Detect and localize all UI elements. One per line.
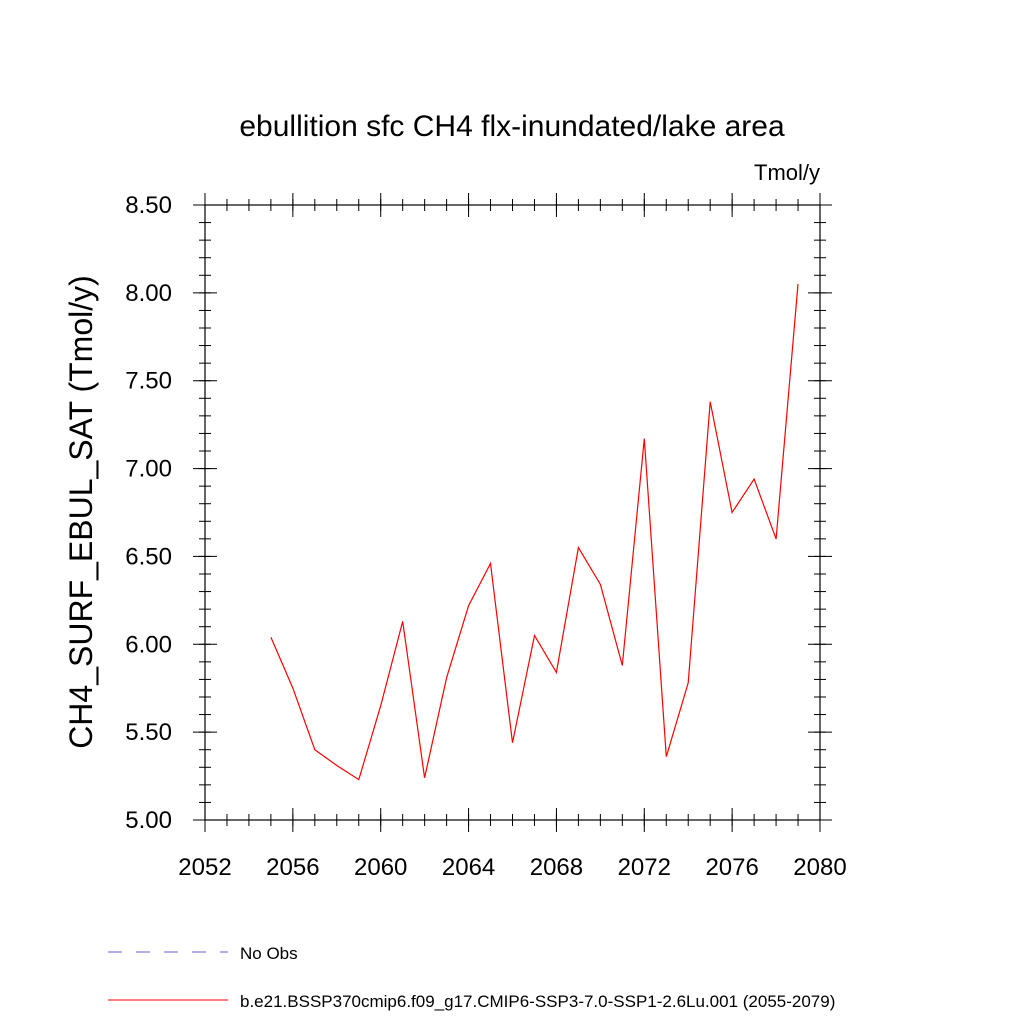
data-point [269,635,273,639]
data-point [423,776,427,780]
x-tick-label: 2056 [266,854,319,881]
data-point [401,619,405,623]
series-line [270,284,799,781]
x-tick-label: 2076 [705,854,758,881]
legend: No Obs b.e21.BSSP370cmip6.f09_g17.CMIP6-S… [108,944,835,1011]
x-tick-label: 2072 [618,854,671,881]
chart-title: ebullition sfc CH4 flx-inundated/lake ar… [239,110,785,143]
series-layer [269,282,800,782]
data-point [335,764,339,768]
data-point [554,670,558,674]
data-point [774,537,778,541]
tick-marks [193,193,832,832]
data-point [313,748,317,752]
data-point [489,561,493,565]
y-tick-label: 5.50 [125,719,172,746]
data-point [379,704,383,708]
plot-frame [204,204,821,821]
data-point [620,663,624,667]
y-axis-label: CH4_SURF_EBUL_SAT (Tmol/y) [63,275,99,749]
y-tick-label: 8.50 [125,192,172,219]
data-point [686,681,690,685]
data-point [598,583,602,587]
data-point [796,282,800,286]
data-point [730,511,734,515]
y-tick-label: 8.00 [125,280,172,307]
data-point [642,437,646,441]
legend-label: No Obs [240,944,298,963]
data-point [576,546,580,550]
data-point [532,634,536,638]
data-point [357,778,361,782]
units-label: Tmol/y [754,160,820,185]
y-tick-label: 6.00 [125,631,172,658]
x-tick-label: 2064 [442,854,495,881]
tick-labels: 2052 2056 2060 2064 2068 2072 2076 2080 5.00 5.50… [125,192,846,881]
y-tick-label: 7.00 [125,456,172,483]
data-point [291,686,295,690]
data-point [708,400,712,404]
x-tick-label: 2068 [530,854,583,881]
data-point [752,477,756,481]
legend-label: b.e21.BSSP370cmip6.f09_g17.CMIP6-SSP3-7.… [240,992,835,1011]
data-point [445,676,449,680]
data-point [664,755,668,759]
x-tick-label: 2080 [793,854,846,881]
x-tick-label: 2060 [354,854,407,881]
y-tick-label: 7.50 [125,368,172,395]
x-tick-label: 2052 [178,854,231,881]
data-point [467,604,471,608]
y-tick-label: 5.00 [125,807,172,834]
data-point [511,741,515,745]
y-tick-label: 6.50 [125,543,172,570]
